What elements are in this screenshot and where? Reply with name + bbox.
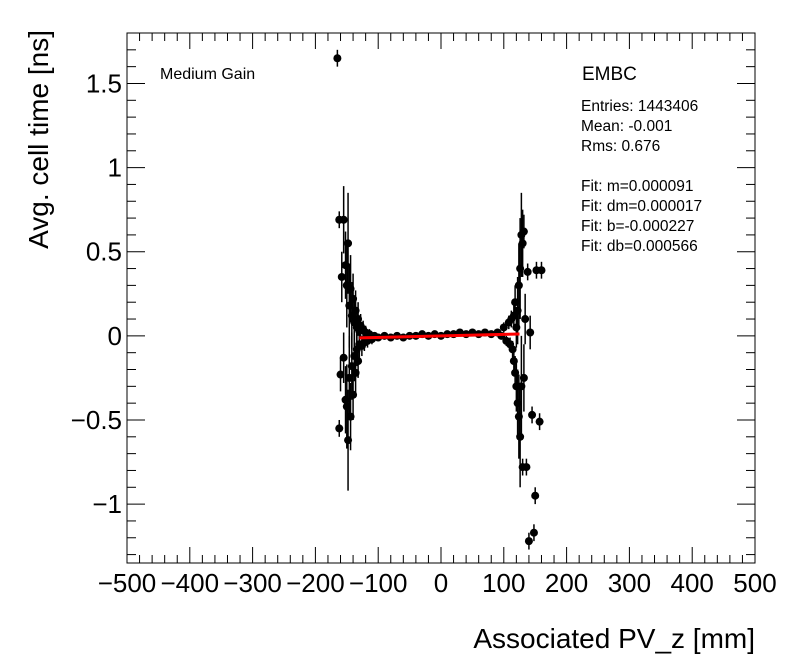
y-tick-label: 1 — [108, 153, 122, 183]
x-tick-label: −300 — [223, 568, 282, 598]
point-marker — [528, 410, 537, 419]
data-point — [529, 524, 538, 542]
x-tick-label: 200 — [545, 568, 588, 598]
data-points — [333, 49, 546, 550]
data-point — [531, 487, 540, 505]
point-marker — [519, 227, 528, 236]
point-marker — [526, 328, 535, 337]
y-tick-label: 0 — [108, 321, 122, 351]
point-marker — [499, 323, 508, 332]
x-tick-label: −500 — [98, 568, 157, 598]
x-tick-label: 300 — [608, 568, 651, 598]
fit-m: Fit: m=0.000091 — [581, 178, 693, 195]
data-point — [535, 413, 544, 431]
point-marker — [339, 215, 348, 224]
x-tick-label: 500 — [733, 568, 776, 598]
x-tick-label: −100 — [349, 568, 408, 598]
y-tick-label: 0.5 — [86, 237, 122, 267]
point-marker — [521, 315, 530, 324]
point-marker — [523, 267, 532, 276]
point-marker — [531, 491, 540, 500]
y-tick-label: 1.5 — [86, 68, 122, 98]
stats-entries: Entries: 1443406 — [581, 98, 698, 115]
y-tick-label: −0.5 — [71, 405, 122, 435]
data-point — [499, 322, 508, 333]
data-point — [337, 251, 346, 303]
data-point — [522, 458, 531, 476]
data-point — [519, 344, 528, 412]
data-point — [526, 315, 535, 350]
x-tick-label: 100 — [482, 568, 525, 598]
stats-rms: Rms: 0.676 — [581, 138, 660, 155]
y-tick-label: −1 — [92, 489, 122, 519]
point-marker — [339, 353, 348, 362]
data-point — [519, 214, 528, 249]
point-marker — [508, 345, 517, 354]
point-marker — [516, 432, 525, 441]
x-tick-label: −400 — [161, 568, 220, 598]
x-tick-label: 400 — [671, 568, 714, 598]
point-marker — [514, 281, 523, 290]
point-marker — [522, 463, 531, 472]
point-marker — [335, 424, 344, 433]
point-marker — [519, 373, 528, 382]
data-point — [523, 263, 532, 281]
data-point — [354, 344, 363, 378]
data-point — [335, 419, 344, 437]
point-marker — [337, 272, 346, 281]
data-point — [528, 406, 537, 424]
partition-label: EMBC — [582, 64, 637, 85]
data-point — [333, 49, 342, 67]
data-point — [524, 532, 533, 550]
fit-db: Fit: db=0.000566 — [581, 238, 698, 255]
point-marker — [535, 417, 544, 426]
x-tick-label: −200 — [286, 568, 345, 598]
data-point — [339, 186, 348, 254]
point-marker — [336, 370, 345, 379]
fit-b: Fit: b=-0.000227 — [581, 218, 694, 235]
fit-dm: Fit: dm=0.000017 — [581, 198, 702, 215]
point-marker — [529, 528, 538, 537]
stats-mean: Mean: -0.001 — [581, 118, 672, 135]
point-marker — [354, 357, 363, 366]
data-point — [339, 332, 348, 383]
y-axis-title: Avg. cell time [ns] — [23, 30, 54, 249]
x-axis-title: Associated PV_z [mm] — [473, 623, 755, 654]
point-marker — [537, 266, 546, 275]
point-marker — [333, 54, 342, 63]
point-marker — [518, 239, 527, 248]
x-tick-label: 0 — [434, 568, 448, 598]
point-marker — [524, 537, 533, 546]
data-point — [336, 357, 345, 392]
point-marker — [344, 239, 353, 248]
data-point — [344, 192, 353, 294]
data-point — [537, 261, 546, 279]
data-point — [521, 293, 530, 345]
gain-label: Medium Gain — [160, 66, 255, 83]
fit-line — [359, 332, 520, 340]
